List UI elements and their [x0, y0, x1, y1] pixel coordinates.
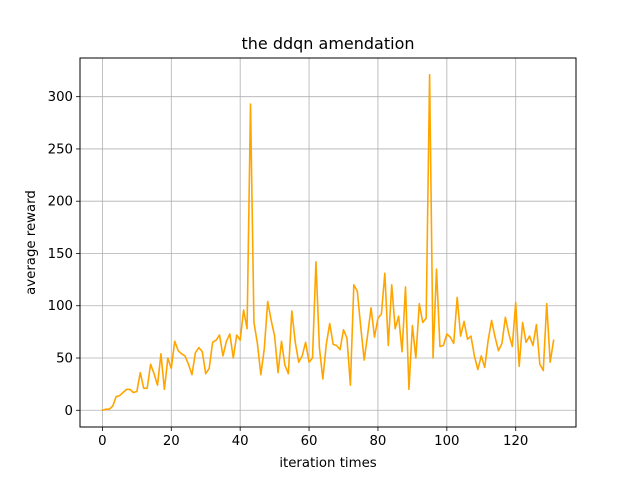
x-tick-label: 40	[232, 434, 249, 449]
x-tick-label: 20	[163, 434, 180, 449]
gridlines	[80, 58, 576, 427]
y-tick-label: 300	[48, 90, 73, 105]
axis-ticks: 0 20 40 60 80 100 120 0 50 100 150 200 250 300	[48, 90, 529, 449]
x-tick-label: 0	[98, 434, 106, 449]
x-tick-label: 60	[301, 434, 318, 449]
x-tick-label: 80	[369, 434, 386, 449]
y-tick-label: 200	[48, 195, 73, 210]
series-layer	[101, 73, 555, 412]
y-tick-label: 150	[48, 247, 73, 262]
y-tick-label: 250	[48, 142, 73, 157]
y-tick-label: 0	[65, 404, 73, 419]
x-tick-label: 100	[434, 434, 459, 449]
y-tick-label: 50	[56, 352, 73, 367]
x-axis-label: iteration times	[279, 456, 376, 471]
x-tick-label: 120	[503, 434, 528, 449]
y-axis-label: average reward	[24, 190, 39, 295]
chart-title: the ddqn amendation	[241, 34, 414, 53]
series-line	[101, 73, 555, 412]
plot-frame	[79, 57, 577, 428]
y-tick-label: 100	[48, 299, 73, 314]
